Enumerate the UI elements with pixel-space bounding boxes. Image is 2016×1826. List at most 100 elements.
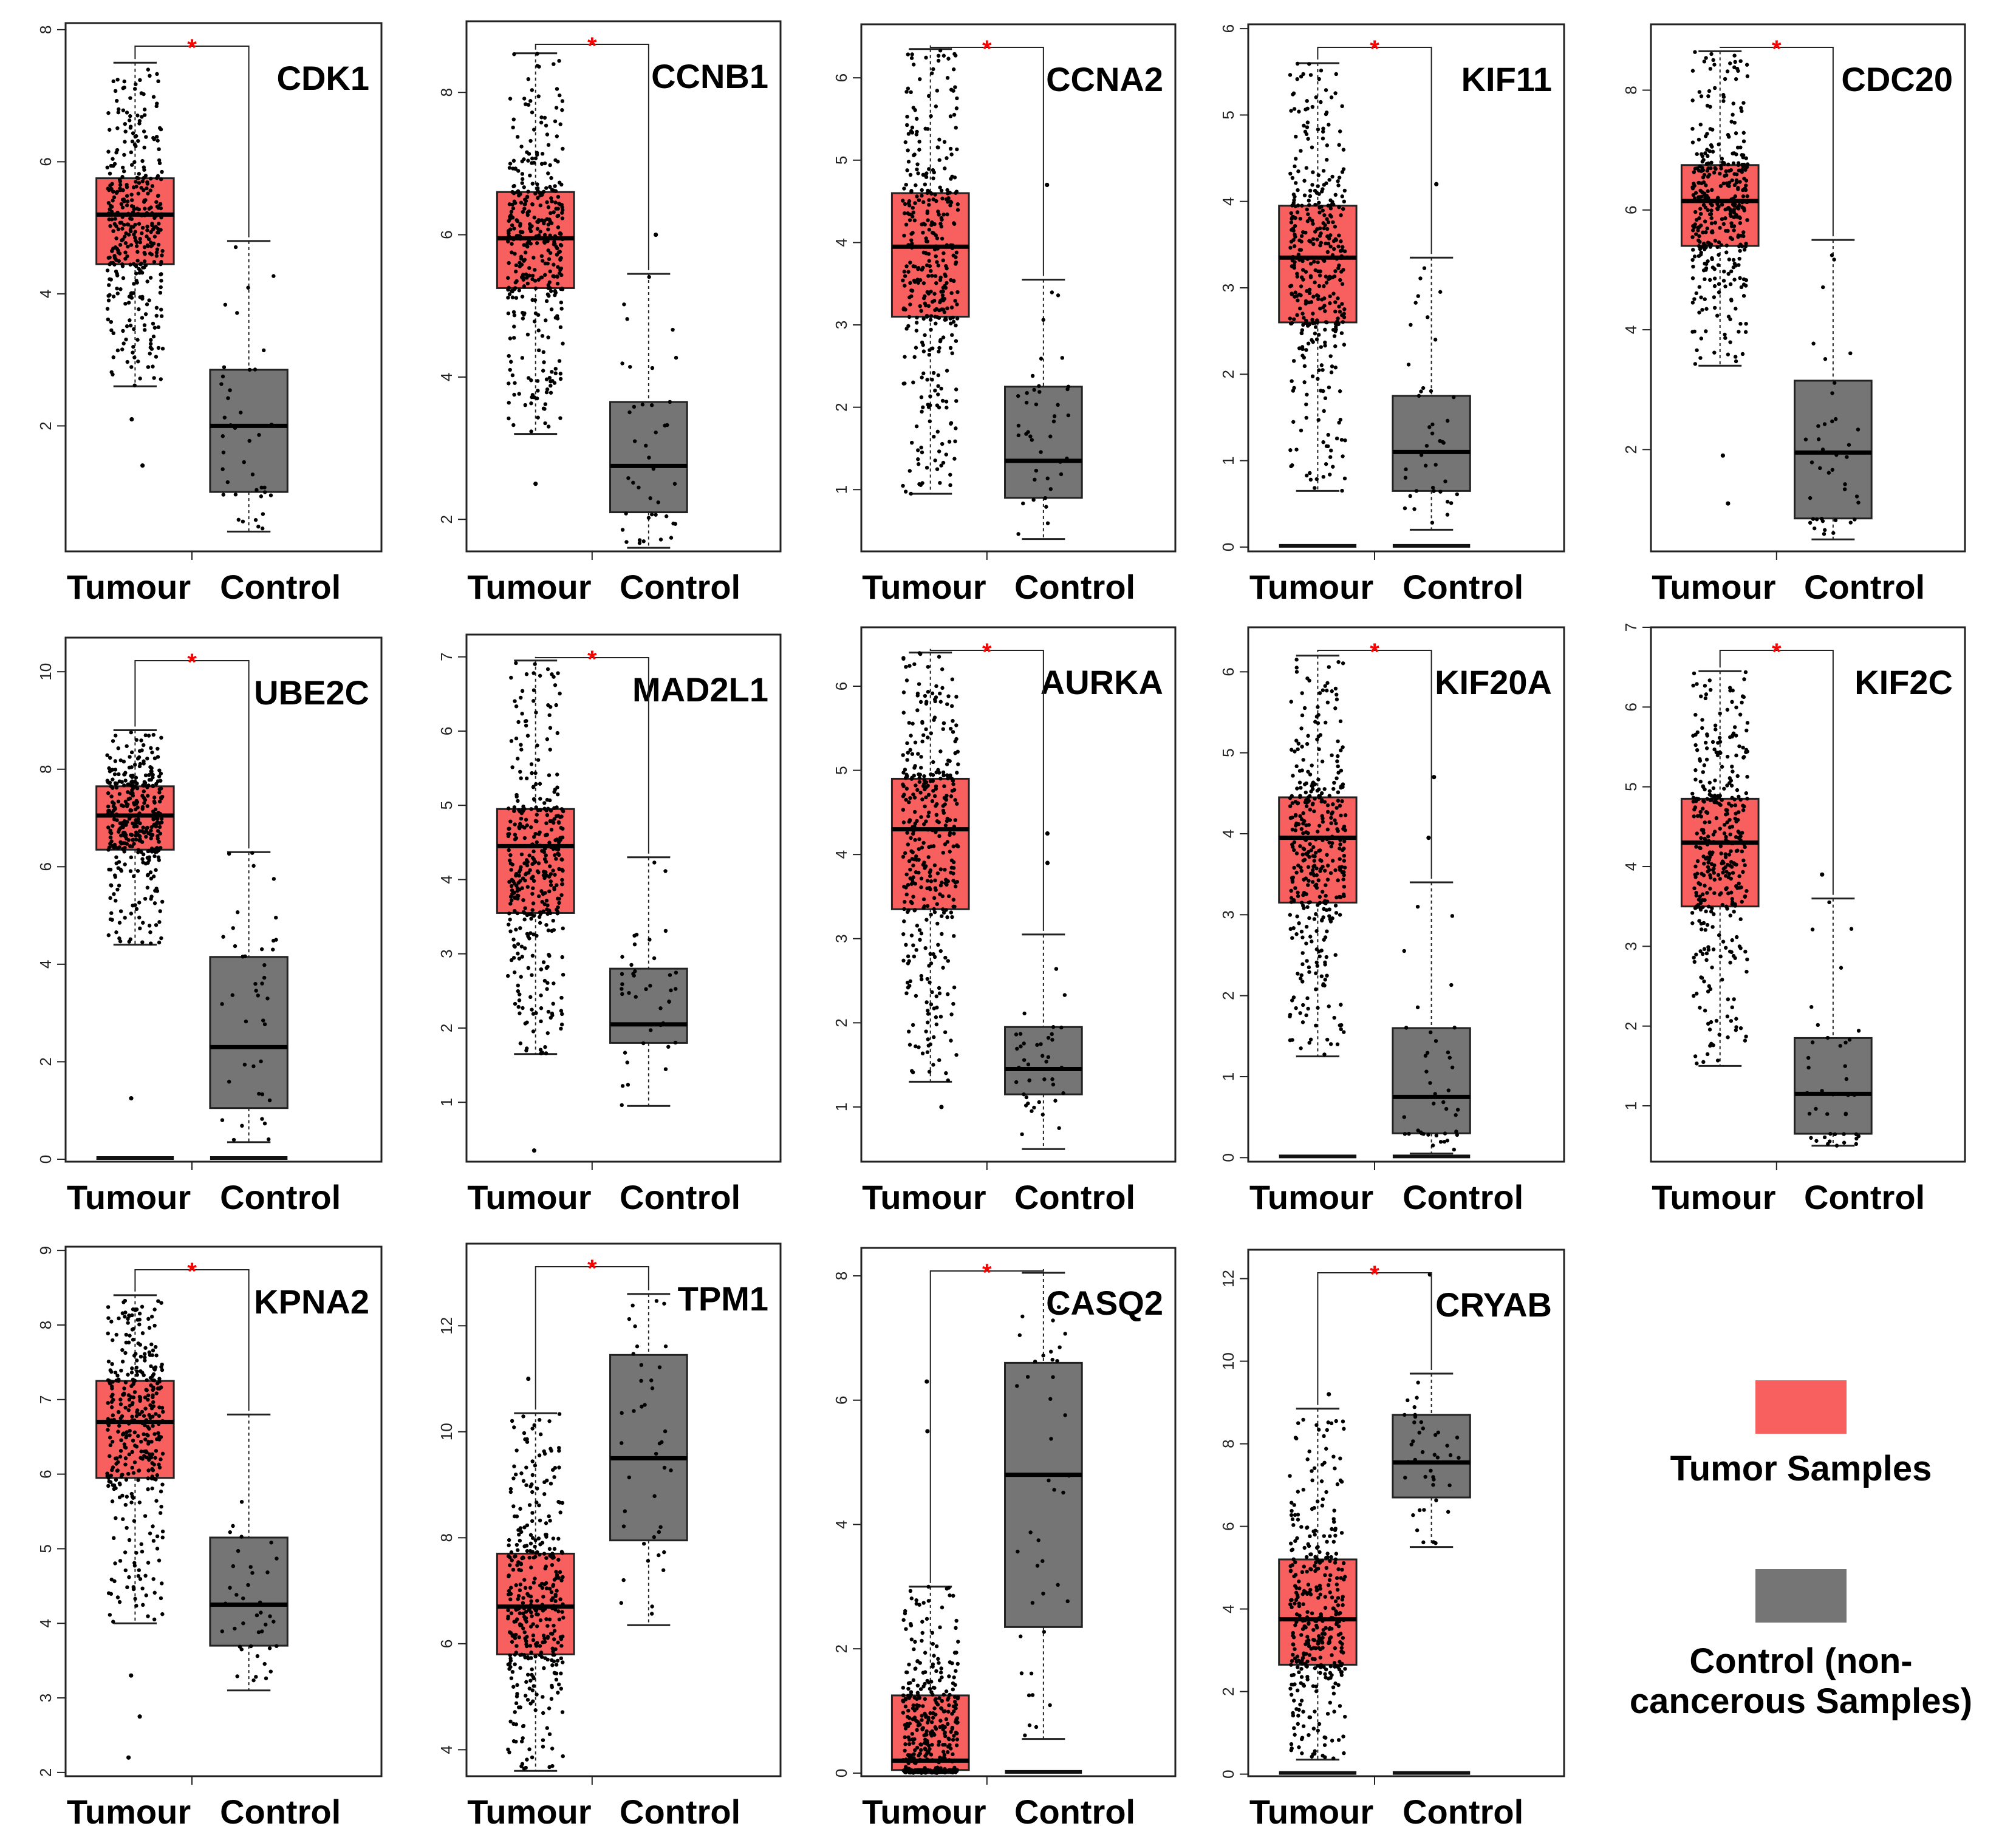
tumour-point	[1340, 282, 1345, 286]
tumour-point	[906, 160, 911, 164]
tumour-point	[524, 199, 528, 203]
tumour-point	[932, 1035, 936, 1040]
tumour-point	[118, 1416, 123, 1420]
tumour-point	[1693, 50, 1697, 54]
panel-title: CDK1	[277, 59, 369, 97]
tumour-point	[157, 158, 162, 163]
tumour-point	[112, 1483, 117, 1488]
tumour-point	[137, 172, 141, 176]
tumour-point	[159, 1457, 163, 1462]
tumour-point	[1288, 927, 1293, 932]
tumour-point	[1740, 109, 1744, 114]
tumour-point	[106, 1484, 111, 1488]
control-point	[1433, 338, 1438, 342]
tumour-point	[912, 809, 917, 814]
tumour-point	[520, 712, 524, 716]
tumour-point	[146, 1487, 150, 1491]
tumour-point	[923, 333, 927, 338]
tumour-point	[1722, 823, 1727, 827]
tumour-point	[1726, 271, 1731, 276]
tumour-point	[151, 1348, 155, 1353]
control-point	[242, 460, 246, 465]
tumour-point	[526, 158, 530, 163]
control-point	[1428, 1081, 1432, 1085]
control-point	[1044, 505, 1048, 509]
tumour-point	[1302, 706, 1307, 710]
tumour-point	[1694, 952, 1698, 957]
control-point	[1037, 390, 1042, 394]
tumour-point	[1314, 971, 1318, 975]
tumour-point	[112, 817, 117, 822]
tumour-point	[106, 1476, 111, 1480]
tumour-point	[1713, 778, 1717, 783]
significance-star: *	[587, 646, 597, 673]
control-point	[1821, 285, 1825, 290]
tumour-point	[1729, 221, 1734, 225]
tumour-point	[1309, 848, 1313, 853]
tumour-point	[1301, 893, 1305, 898]
tumour-point	[112, 892, 116, 896]
control-outlier	[654, 232, 658, 237]
tumour-point	[129, 911, 134, 916]
tumour-point	[1325, 853, 1329, 857]
tumour-point	[1295, 210, 1300, 214]
tumour-point	[1341, 245, 1345, 249]
tumour-point	[1337, 175, 1342, 180]
control-point	[246, 285, 250, 290]
tumour-point	[1724, 904, 1729, 909]
tumour-point	[1698, 1006, 1702, 1010]
x-label-tumour: Tumour	[1652, 1178, 1775, 1216]
tumour-point	[525, 823, 529, 828]
tumour-point	[1705, 148, 1709, 152]
tumour-point	[1333, 309, 1338, 314]
tumour-point	[1712, 747, 1717, 752]
tumour-point	[148, 765, 152, 769]
tumour-point	[909, 440, 914, 445]
tumour-point	[924, 263, 929, 268]
tumour-point	[1341, 454, 1345, 458]
tumour-point	[536, 348, 541, 353]
tumour-point	[1701, 230, 1705, 234]
tumour-point	[525, 281, 530, 286]
tumour-point	[147, 778, 152, 782]
tumour-point	[546, 222, 551, 227]
tumour-point	[918, 304, 922, 308]
tumour-point	[951, 844, 955, 848]
significance-star: *	[982, 639, 992, 666]
tumour-point	[955, 96, 959, 101]
tumour-point	[911, 894, 915, 899]
tumour-point	[142, 145, 146, 150]
tumour-point	[1322, 226, 1326, 231]
tumour-point	[1700, 718, 1704, 722]
tumour-point	[511, 310, 516, 315]
x-label-control: Control	[1403, 1178, 1523, 1216]
tumour-point	[928, 348, 932, 352]
tumour-point	[152, 1307, 157, 1312]
control-point	[1825, 1112, 1830, 1116]
control-point	[663, 869, 668, 873]
tumour-point	[531, 128, 536, 132]
tumour-point	[923, 866, 927, 870]
tumour-point	[555, 837, 559, 842]
tumour-point	[1711, 947, 1716, 952]
tumour-point	[142, 245, 147, 250]
tumour-point	[1319, 231, 1323, 236]
control-point	[1433, 463, 1438, 467]
tumour-point	[1336, 296, 1340, 301]
tumour-point	[1329, 816, 1333, 820]
tumour-point	[544, 299, 549, 304]
tumour-point	[521, 876, 525, 881]
tumour-point	[929, 844, 934, 849]
control-point	[1404, 467, 1408, 472]
tumour-point	[949, 910, 954, 915]
tumour-point	[1333, 344, 1338, 349]
tumour-point	[518, 1041, 523, 1046]
tumour-point	[1311, 170, 1315, 174]
tumour-point	[509, 675, 513, 680]
tumour-point	[911, 264, 915, 268]
control-point	[1045, 476, 1050, 481]
tumour-point	[549, 289, 553, 293]
tumour-point	[933, 315, 937, 319]
tumour-point	[955, 208, 960, 212]
